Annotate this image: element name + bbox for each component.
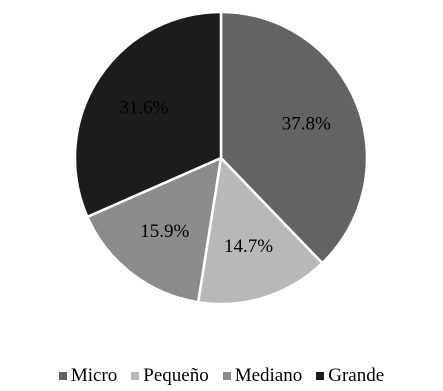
pie-slice-mediano xyxy=(86,156,223,304)
pie-labels: 37.8% 14.7% 15.9% 31.6% xyxy=(119,98,331,257)
slice-label-pequeno: 14.7% xyxy=(224,236,273,257)
chart-legend: Micro Pequeño Mediano Grande xyxy=(0,364,443,388)
legend-swatch-pequeno xyxy=(131,372,140,380)
legend-swatch-micro xyxy=(58,372,67,380)
legend-label-grande: Grande xyxy=(328,365,385,386)
slice-label-grande: 31.6% xyxy=(119,98,168,119)
legend-label-pequeno: Pequeño xyxy=(143,365,209,386)
pie-slices xyxy=(73,10,369,306)
legend-item-pequeno: Pequeño xyxy=(131,365,209,387)
legend-swatch-grande xyxy=(316,372,325,380)
legend-item-mediano: Mediano xyxy=(222,365,303,387)
pie-slice-micro xyxy=(219,10,369,265)
legend-swatch-mediano xyxy=(222,372,231,380)
pie-slice-pequeno xyxy=(196,156,324,306)
pie-slice-grande xyxy=(73,10,223,219)
legend-label-micro: Micro xyxy=(70,365,118,386)
slice-label-mediano: 15.9% xyxy=(140,221,189,242)
legend-item-micro: Micro xyxy=(58,365,118,387)
slice-label-micro: 37.8% xyxy=(282,114,331,135)
legend-label-mediano: Mediano xyxy=(234,365,303,386)
legend-item-grande: Grande xyxy=(316,365,384,387)
